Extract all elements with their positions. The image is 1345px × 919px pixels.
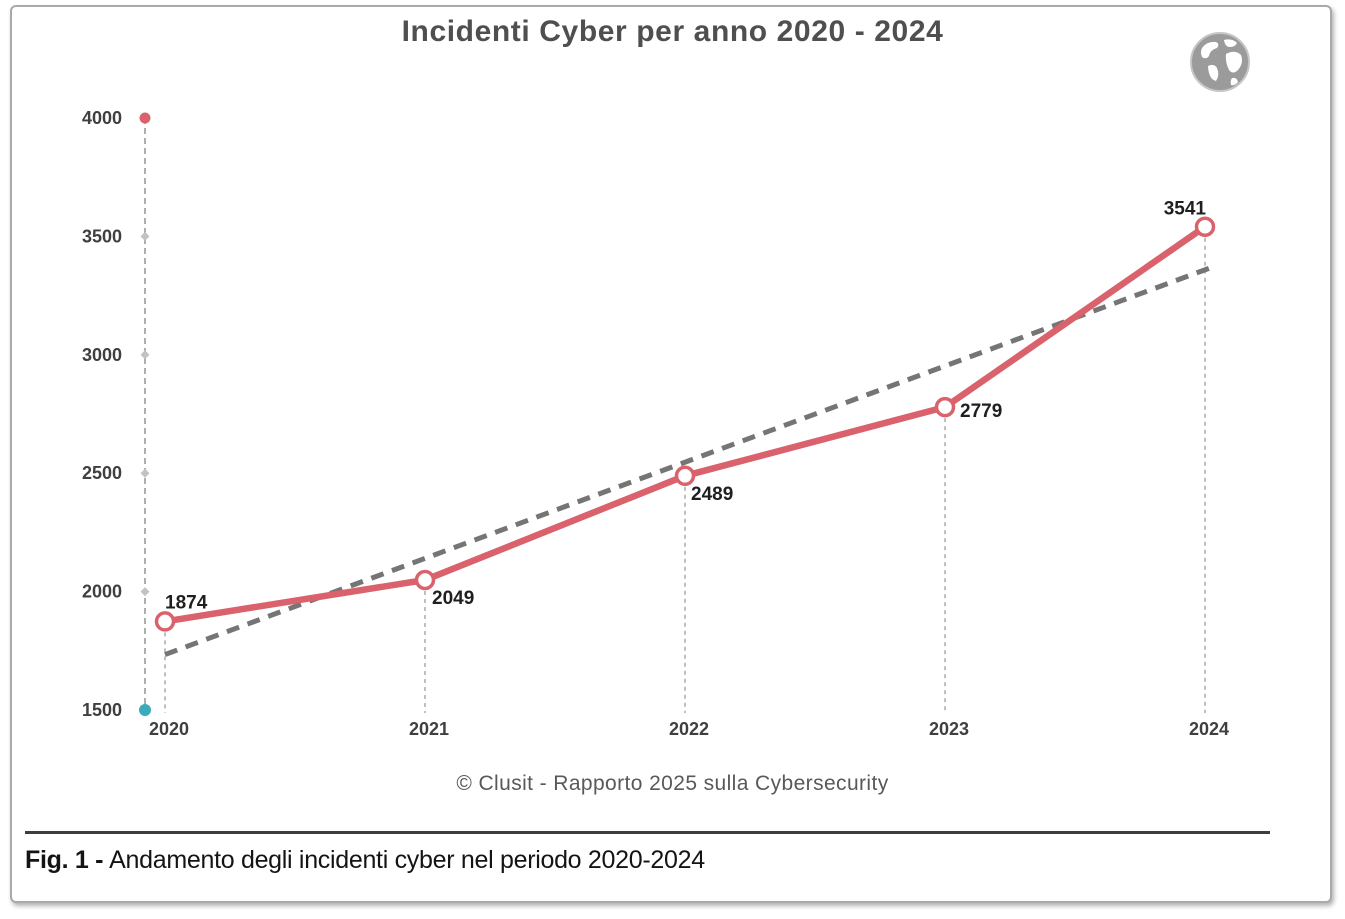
source-credit: © Clusit - Rapporto 2025 sulla Cybersecu…: [456, 772, 889, 795]
y-axis-diamond-marker: [140, 468, 150, 478]
figure-caption-text: Andamento degli incidenti cyber nel peri…: [109, 846, 705, 874]
data-point-marker: [934, 396, 956, 418]
x-tick-label: 2023: [929, 719, 969, 739]
caption-separator-rule: [25, 831, 1270, 834]
data-label: 2049: [432, 588, 474, 609]
data-point-marker: [1194, 216, 1216, 237]
y-axis: 4000 3500 3000 2500 2000 1500: [82, 108, 151, 720]
figure-caption: Fig. 1 - Andamento degli incidenti cyber …: [25, 846, 705, 875]
y-tick-label: 4000: [82, 108, 122, 128]
data-label: 1874: [165, 592, 208, 613]
data-point-marker: [414, 569, 436, 591]
x-tick-label: 2022: [669, 719, 709, 739]
data-label: 3541: [1164, 199, 1207, 220]
x-tick-label: 2020: [149, 719, 189, 739]
data-point-marker: [674, 465, 696, 487]
trendline: [164, 263, 1218, 657]
y-axis-bottom-dot: [139, 704, 151, 716]
y-axis-diamond-marker: [140, 231, 150, 241]
figure-caption-prefix: Fig. 1 -: [25, 846, 104, 874]
y-axis-top-dot: [139, 112, 151, 124]
chart-title: Incidenti Cyber per anno 2020 - 2024: [401, 15, 944, 48]
chart-card: [10, 5, 1332, 903]
data-point-marker: [154, 611, 176, 632]
y-tick-label: 2000: [82, 582, 122, 602]
y-axis-diamond-marker: [140, 350, 150, 360]
data-label: 2489: [691, 484, 733, 505]
globe-icon: [1190, 32, 1250, 92]
x-axis-labels: 2020 2021 2022 2023 2024: [149, 237, 1229, 739]
y-tick-label: 1500: [82, 700, 122, 720]
y-tick-label: 3500: [82, 226, 122, 246]
y-tick-label: 2500: [82, 463, 122, 483]
data-label: 2779: [960, 401, 1002, 422]
x-tick-label: 2021: [409, 719, 449, 739]
y-tick-label: 3000: [82, 345, 122, 365]
x-tick-label: 2024: [1189, 719, 1229, 739]
y-axis-diamond-marker: [140, 587, 150, 597]
